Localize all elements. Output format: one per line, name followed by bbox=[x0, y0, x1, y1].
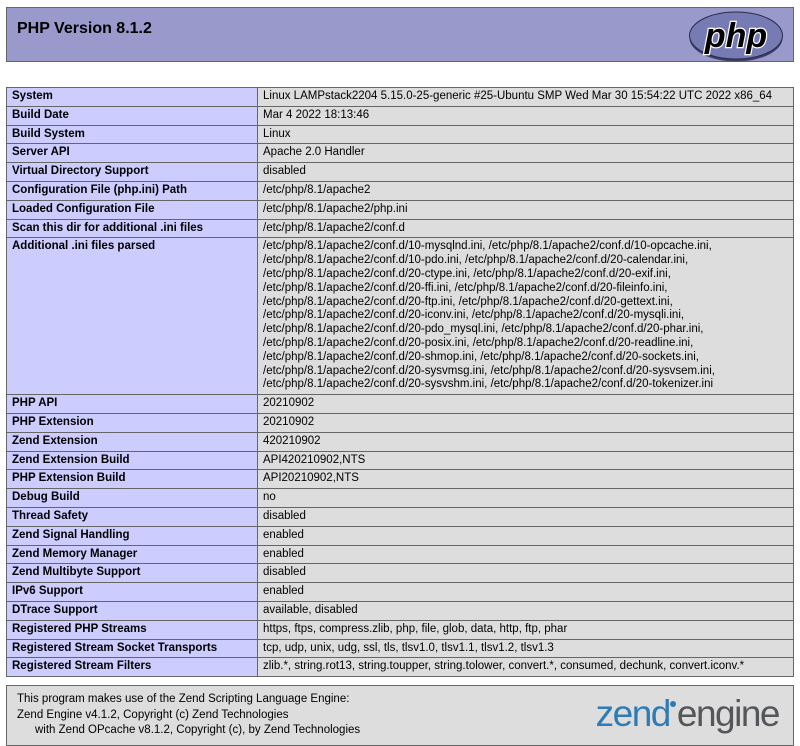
table-row: Zend Extension Build API420210902,NTS bbox=[6, 450, 794, 471]
table-row: System Linux LAMPstack2204 5.15.0-25-gene… bbox=[6, 87, 794, 107]
php-logo-icon[interactable]: php bbox=[687, 10, 785, 62]
row-label: System bbox=[6, 87, 258, 107]
row-label: Registered Stream Filters bbox=[6, 657, 258, 678]
row-label: IPv6 Support bbox=[6, 582, 258, 602]
row-value: enabled bbox=[257, 544, 794, 565]
table-row: Zend Multibyte Support disabled bbox=[6, 563, 794, 584]
table-row: Configuration File (php.ini) Path/etc/ph… bbox=[6, 180, 794, 201]
row-label: Additional .ini files parsed bbox=[6, 237, 258, 396]
table-row: PHP API 20210902 bbox=[6, 394, 794, 414]
row-value: /etc/php/8.1/apache2 bbox=[257, 180, 794, 201]
table-row: Registered Stream Filters zlib.*, string.… bbox=[6, 657, 794, 678]
footer-line-2: Zend Engine v4.1.2, Copyright (c) Zend T… bbox=[17, 708, 289, 721]
page-title: PHP Version 8.1.2 bbox=[17, 20, 152, 37]
table-row: PHP Extension 20210902 bbox=[6, 412, 794, 433]
table-row: Scan this dir for additional .ini files /… bbox=[6, 218, 794, 239]
row-value: 20210902 bbox=[257, 394, 794, 414]
row-label: Configuration File (php.ini) Path bbox=[6, 180, 258, 201]
table-row: Registered PHP Streams https, ftps, compr… bbox=[6, 619, 794, 640]
row-label: Server API bbox=[6, 143, 258, 164]
table-row: Zend Signal Handling enabled bbox=[6, 525, 794, 546]
row-value: https, ftps, compress.zlib, php, file, g… bbox=[257, 619, 794, 640]
footer-line-3: with Zend OPcache v8.1.2, Copyright (c),… bbox=[35, 724, 361, 737]
row-value: /etc/php/8.1/apache2/php.ini bbox=[257, 199, 794, 220]
row-label: PHP API bbox=[6, 394, 258, 414]
table-row: PHP Extension Build API20210902,NTS bbox=[6, 469, 794, 490]
row-value: Apache 2.0 Handler bbox=[257, 143, 794, 164]
footer: This program makes use of the Zend Scrip… bbox=[6, 685, 794, 746]
row-label: Build Date bbox=[6, 105, 258, 126]
row-value: Linux bbox=[257, 124, 794, 145]
row-label: PHP Extension bbox=[6, 412, 258, 433]
row-label: Registered PHP Streams bbox=[6, 619, 258, 640]
row-value: API20210902,NTS bbox=[257, 469, 794, 490]
row-label: PHP Extension Build bbox=[6, 469, 258, 490]
row-value: disabled bbox=[257, 563, 794, 584]
row-value: zlib.*, string.rot13, string.toupper, st… bbox=[257, 657, 794, 678]
info-table-body: System Linux LAMPstack2204 5.15.0-25-gene… bbox=[6, 87, 794, 678]
row-label: Zend Extension Build bbox=[6, 450, 258, 471]
footer-line-1: This program makes use of the Zend Scrip… bbox=[17, 693, 350, 706]
row-value: API420210902,NTS bbox=[257, 450, 794, 471]
row-value: enabled bbox=[257, 525, 794, 546]
row-value: 20210902 bbox=[257, 412, 794, 433]
table-row: DTrace Support available, disabled bbox=[6, 600, 794, 621]
row-label: Zend Signal Handling bbox=[6, 525, 258, 546]
row-label: DTrace Support bbox=[6, 600, 258, 621]
phpinfo-page: PHP Version 8.1.2 php System Linux LAMPst… bbox=[6, 0, 794, 746]
row-label: Registered Stream Socket Transports bbox=[6, 638, 258, 659]
row-value: disabled bbox=[257, 162, 794, 182]
row-value: tcp, udp, unix, udg, ssl, tls, tlsv1.0, … bbox=[257, 638, 794, 659]
table-row: Server API Apache 2.0 Handler bbox=[6, 143, 794, 164]
row-value: 420210902 bbox=[257, 431, 794, 452]
zend-logo-dot-icon bbox=[669, 701, 676, 708]
table-row: Build System Linux bbox=[6, 124, 794, 145]
table-row: Virtual Directory Support disabled bbox=[6, 162, 794, 182]
table-row: Registered Stream Socket Transports tcp, … bbox=[6, 638, 794, 659]
row-label: Build System bbox=[6, 124, 258, 145]
table-row: Thread Safety disabled bbox=[6, 506, 794, 527]
table-row: IPv6 Support enabled bbox=[6, 582, 794, 602]
table-row: Additional .ini files parsed/etc/php/8.1… bbox=[6, 237, 794, 396]
table-row: Zend Memory Manager enabled bbox=[6, 544, 794, 565]
table-row: Loaded Configuration File/etc/php/8.1/ap… bbox=[6, 199, 794, 220]
row-value: Mar 4 2022 18:13:46 bbox=[257, 105, 794, 126]
php-logo-text: php bbox=[704, 17, 767, 55]
row-value: Linux LAMPstack2204 5.15.0-25-generic #2… bbox=[257, 87, 794, 107]
zend-engine-logo[interactable]: zend engine bbox=[596, 689, 781, 739]
header: PHP Version 8.1.2 php bbox=[6, 7, 794, 62]
row-label: Virtual Directory Support bbox=[6, 162, 258, 182]
footer-text: This program makes use of the Zend Scrip… bbox=[17, 692, 557, 739]
row-label: Thread Safety bbox=[6, 506, 258, 527]
row-label: Zend Extension bbox=[6, 431, 258, 452]
row-value: disabled bbox=[257, 506, 794, 527]
row-value: /etc/php/8.1/apache2/conf.d/10-mysqlnd.i… bbox=[257, 237, 794, 396]
table-row: Debug Build no bbox=[6, 488, 794, 508]
row-label: Loaded Configuration File bbox=[6, 199, 258, 220]
row-value: enabled bbox=[257, 582, 794, 602]
info-table: System Linux LAMPstack2204 5.15.0-25-gene… bbox=[6, 87, 794, 678]
table-row: Build Date Mar 4 2022 18:13:46 bbox=[6, 105, 794, 126]
row-label: Zend Multibyte Support bbox=[6, 563, 258, 584]
row-value: no bbox=[257, 488, 794, 508]
row-label: Debug Build bbox=[6, 488, 258, 508]
row-label: Scan this dir for additional .ini files bbox=[6, 218, 258, 239]
row-label: Zend Memory Manager bbox=[6, 544, 258, 565]
row-value: /etc/php/8.1/apache2/conf.d bbox=[257, 218, 794, 239]
table-row: Zend Extension 420210902 bbox=[6, 431, 794, 452]
row-value: available, disabled bbox=[257, 600, 794, 621]
